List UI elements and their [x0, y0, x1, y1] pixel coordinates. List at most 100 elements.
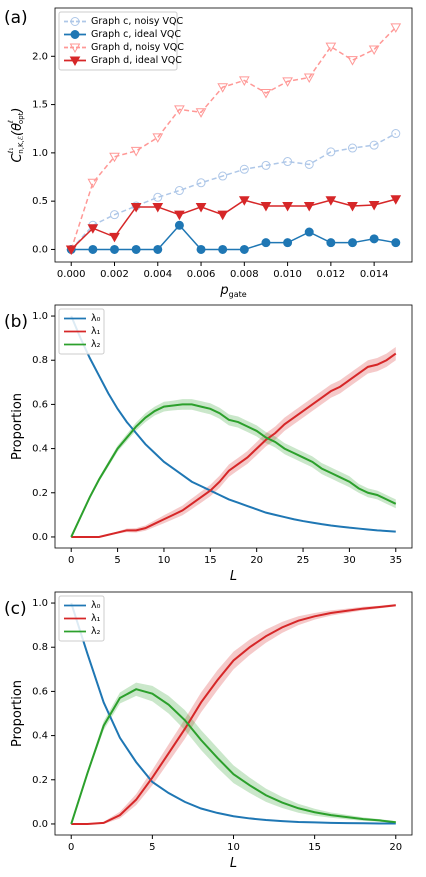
- marker: [195, 202, 207, 213]
- marker: [130, 202, 142, 213]
- legend-label: λ₀: [91, 313, 101, 324]
- axes-frame: [54, 591, 413, 836]
- x-tick-label: 15: [308, 842, 321, 853]
- y-tick-label: 0.8: [32, 642, 48, 653]
- y-tick-label: 0.4: [32, 731, 48, 742]
- legend-label: λ₀: [91, 600, 101, 611]
- marker: [218, 244, 228, 254]
- marker: [238, 196, 250, 206]
- marker: [87, 224, 99, 234]
- series-line: [70, 315, 396, 533]
- y-label-part: Proportion: [10, 680, 25, 747]
- y-tick-label: 0.4: [32, 444, 48, 455]
- marker: [69, 43, 81, 54]
- marker: [174, 105, 185, 115]
- marker: [174, 186, 184, 196]
- x-tick-label: 25: [297, 555, 310, 566]
- error-band: [225, 756, 242, 789]
- marker: [368, 45, 380, 56]
- y-label-part: ℓ₁: [7, 148, 15, 155]
- x-tick-label: 0.000: [57, 269, 86, 280]
- legend-label: Graph d, ideal VQC: [91, 55, 182, 66]
- legend-label: λ₁: [91, 326, 101, 337]
- marker: [347, 56, 358, 66]
- marker: [217, 210, 229, 221]
- error-band: [225, 645, 242, 680]
- x-tick-label: 0.002: [100, 269, 129, 280]
- series-line: [70, 132, 397, 250]
- marker: [238, 76, 250, 86]
- marker: [304, 227, 314, 237]
- series-line: [71, 352, 397, 538]
- y-tick-label: 2.0: [32, 51, 48, 62]
- y-label-part: (θ: [10, 123, 25, 136]
- x-label-part: gate: [229, 290, 247, 299]
- legend-box: [58, 11, 178, 71]
- y-tick-label: 0.6: [32, 399, 48, 410]
- x-tick-label: 0: [68, 555, 74, 566]
- marker: [174, 210, 185, 221]
- error-band: [111, 687, 129, 717]
- error-band: [257, 783, 275, 805]
- marker: [130, 146, 142, 157]
- marker: [391, 238, 401, 248]
- series-line: [70, 602, 396, 825]
- legend-label: Graph c, noisy VQC: [91, 16, 183, 27]
- x-tick-label: 0.008: [230, 269, 259, 280]
- marker: [195, 108, 207, 118]
- marker: [152, 133, 164, 143]
- marker: [283, 238, 293, 248]
- y-tick-label: 1.0: [32, 311, 48, 322]
- x-label-part: L: [230, 856, 237, 871]
- series-line: [70, 198, 396, 250]
- x-tick-label: 5: [114, 555, 120, 566]
- x-axis-label: L: [230, 856, 237, 871]
- axes-frame: [54, 304, 413, 549]
- marker: [282, 201, 293, 212]
- y-label-part: Proportion: [10, 393, 25, 460]
- marker: [304, 159, 314, 169]
- marker: [65, 245, 77, 255]
- marker: [174, 220, 184, 230]
- x-tick-label: 0.012: [317, 269, 346, 280]
- x-tick-label: 10: [158, 555, 171, 566]
- legend-label: λ₂: [91, 626, 101, 637]
- x-axis-label: L: [230, 569, 237, 584]
- marker: [70, 30, 80, 39]
- marker: [261, 160, 271, 170]
- marker: [196, 178, 206, 188]
- marker: [239, 164, 249, 174]
- y-tick-label: 0.5: [32, 196, 48, 207]
- marker: [153, 192, 163, 202]
- error-band: [160, 690, 177, 722]
- marker: [152, 202, 164, 213]
- marker: [218, 171, 228, 181]
- y-label-part: ℓ: [7, 120, 15, 124]
- marker: [390, 195, 402, 205]
- marker: [282, 77, 293, 87]
- marker: [261, 238, 271, 248]
- y-tick-label: 0.8: [32, 355, 48, 366]
- legend-label: Graph c, ideal VQC: [91, 29, 181, 40]
- marker: [109, 232, 120, 243]
- x-axis-label: pgate: [219, 283, 246, 299]
- y-tick-label: 1.0: [32, 598, 48, 609]
- x-tick-label: 0.006: [187, 269, 216, 280]
- marker: [153, 244, 163, 254]
- error-band: [128, 682, 145, 700]
- y-label-part: ): [10, 108, 25, 114]
- marker: [325, 196, 337, 206]
- y-tick-label: 0.2: [32, 775, 48, 786]
- marker: [260, 201, 272, 212]
- marker: [260, 88, 272, 99]
- y-tick-label: 0.0: [32, 532, 48, 543]
- marker: [110, 244, 119, 254]
- x-tick-label: 35: [389, 555, 402, 566]
- y-axis-label: Proportion: [10, 393, 25, 460]
- marker: [110, 210, 119, 220]
- y-tick-label: 0.2: [32, 488, 48, 499]
- x-tick-label: 30: [343, 555, 356, 566]
- marker: [391, 129, 401, 139]
- marker: [326, 238, 336, 248]
- series-line: [70, 688, 396, 825]
